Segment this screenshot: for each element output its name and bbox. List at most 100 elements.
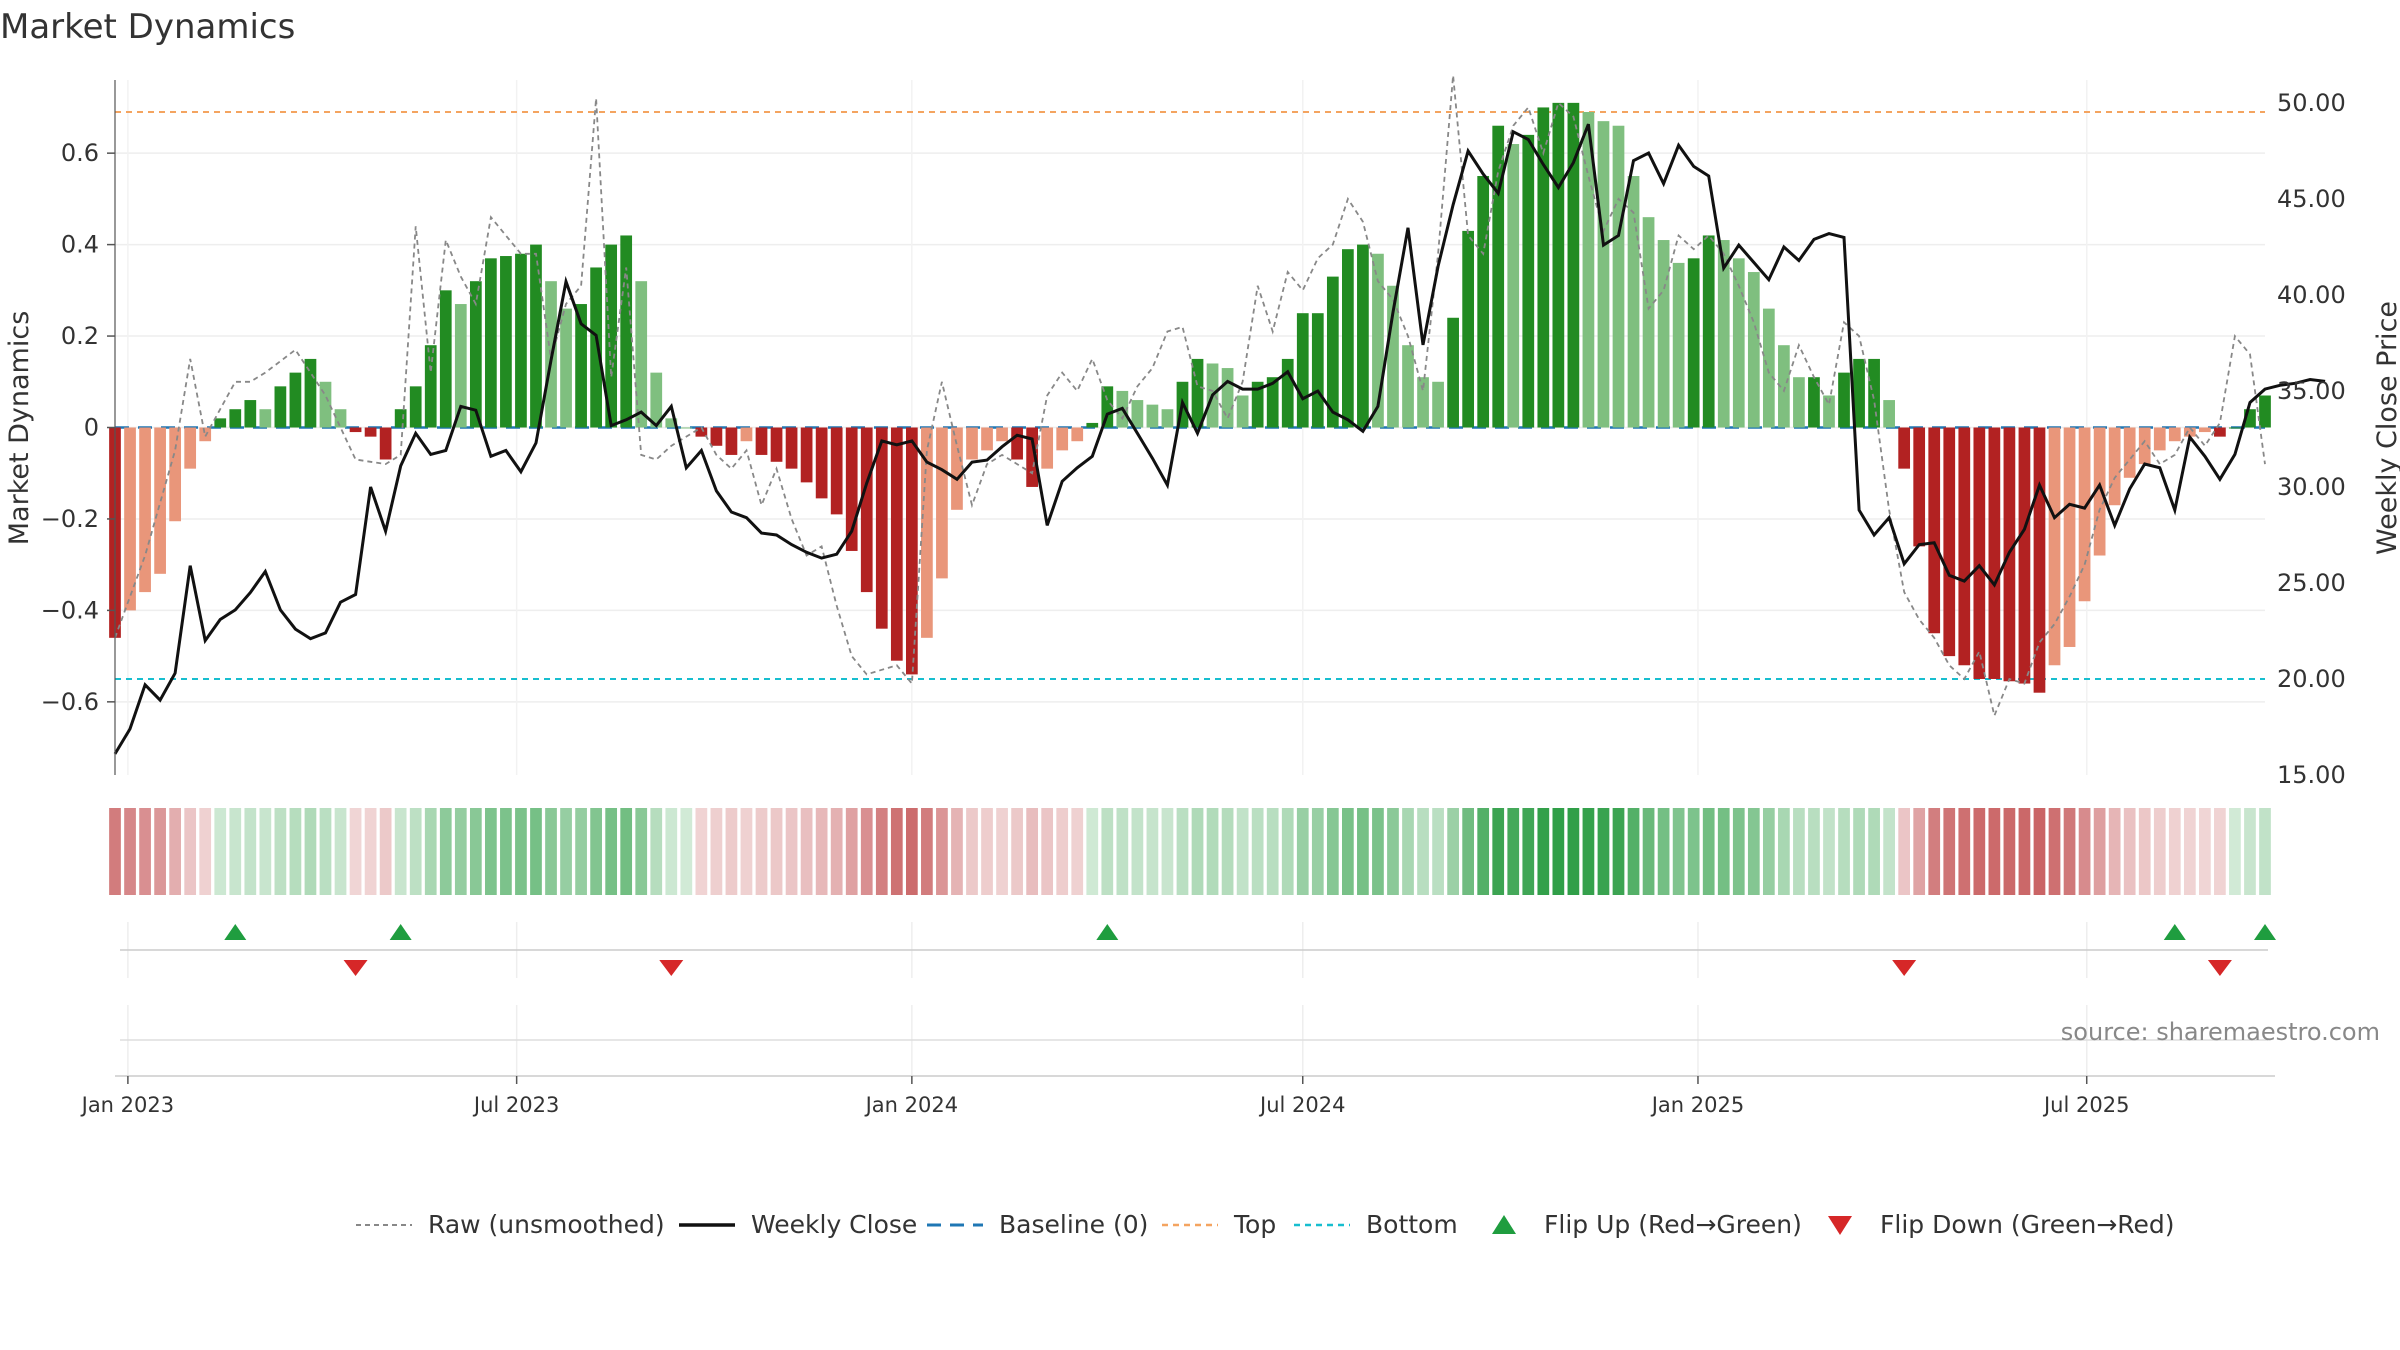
momentum-bar (1537, 107, 1550, 428)
legend-label: Weekly Close (751, 1210, 917, 1239)
momentum-bar (1191, 358, 1204, 428)
heat-cell (1928, 808, 1941, 895)
momentum-bar (966, 427, 978, 460)
heat-cell (530, 808, 542, 895)
momentum-bar (1357, 244, 1369, 428)
heat-cell (1687, 808, 1700, 895)
heat-cell (2138, 808, 2151, 895)
momentum-bar (1296, 313, 1309, 428)
heat-cell (1221, 808, 1234, 895)
momentum-bar (1326, 276, 1339, 428)
heat-cell (1357, 808, 1369, 895)
momentum-bar (575, 304, 587, 428)
momentum-bar (996, 427, 1008, 442)
momentum-bar (1567, 102, 1580, 428)
momentum-bar (1311, 313, 1324, 428)
flip-up-marker (2254, 924, 2276, 940)
heat-cell (319, 808, 332, 895)
legend-label: Baseline (0) (999, 1210, 1148, 1239)
heat-cell (1732, 808, 1745, 895)
momentum-bar (680, 427, 693, 429)
momentum-bar (2063, 427, 2076, 647)
heat-cell (304, 808, 317, 895)
heat-cell (2229, 808, 2241, 895)
heat-cell (364, 808, 377, 895)
heat-cell (1762, 808, 1775, 895)
heat-cell (199, 808, 212, 895)
momentum-bar (2183, 427, 2196, 437)
momentum-bar (755, 427, 768, 455)
momentum-bar (199, 427, 212, 442)
momentum-bar (304, 358, 317, 428)
momentum-bar (1507, 144, 1520, 428)
momentum-bar (1717, 240, 1730, 428)
momentum-bar (1041, 427, 1054, 469)
heat-cell (1627, 808, 1640, 895)
heat-cell (1011, 808, 1023, 895)
momentum-bar (1943, 427, 1956, 657)
heat-cell (1101, 808, 1114, 895)
momentum-bar (169, 427, 182, 522)
heat-cell (424, 808, 437, 895)
heat-cell (1552, 808, 1565, 895)
momentum-bar (1808, 377, 1820, 428)
heat-cell (454, 808, 467, 895)
momentum-bar (469, 281, 482, 428)
momentum-bar (274, 386, 287, 428)
heat-cell (1041, 808, 1054, 895)
heat-cell (1266, 808, 1279, 895)
x-tick-label: Jul 2023 (472, 1093, 559, 1117)
heat-cell (515, 808, 527, 895)
heat-cell (2048, 808, 2061, 895)
momentum-bar (890, 427, 903, 661)
heat-cell (1672, 808, 1685, 895)
heat-cell (1056, 808, 1069, 895)
momentum-bar (1612, 125, 1625, 428)
heat-cell (1387, 808, 1399, 895)
heat-cell (2183, 808, 2196, 895)
heat-cell (785, 808, 798, 895)
axes: 0.6 0.4 0.2 0 −0.2 −0.4 −0.6 50.00 45.00 40.00 35.… (41, 80, 2346, 789)
y-tick-label-right: 45.00 (2277, 185, 2346, 213)
heat-cell (665, 808, 678, 895)
momentum-bar (1221, 368, 1234, 428)
heat-cell (936, 808, 948, 895)
legend-swatch (1828, 1216, 1852, 1235)
heat-cell (334, 808, 347, 895)
momentum-bar (785, 427, 798, 469)
heat-cell (710, 808, 723, 895)
momentum-bar (710, 427, 723, 446)
momentum-bar (1417, 377, 1429, 428)
momentum-bar (349, 427, 362, 433)
momentum-bar (1627, 176, 1640, 428)
momentum-bar (1236, 395, 1249, 428)
heat-cell (1913, 808, 1926, 895)
momentum-bar (334, 409, 347, 428)
heat-cell (184, 808, 197, 895)
heat-cell (2003, 808, 2016, 895)
momentum-bar (2153, 427, 2166, 451)
heat-cell (1206, 808, 1219, 895)
y-tick-label-left: 0 (84, 414, 99, 442)
y-tick-label-left: 0.2 (61, 322, 99, 350)
legend-label: Flip Down (Green→Red) (1880, 1210, 2175, 1239)
momentum-bar (845, 427, 858, 551)
momentum-bar (515, 253, 527, 428)
momentum-bar (590, 267, 602, 428)
heat-cell (1176, 808, 1189, 895)
momentum-bar (1928, 427, 1941, 634)
momentum-bar (951, 427, 963, 510)
flip-up-marker (224, 924, 247, 940)
heat-cell (1642, 808, 1655, 895)
heat-cell (1402, 808, 1414, 895)
heat-cell (139, 808, 151, 895)
momentum-bar (2018, 427, 2031, 684)
momentum-bar (424, 345, 437, 428)
heat-cell (169, 808, 182, 895)
momentum-bar (1462, 230, 1475, 428)
x-tick-label: Jul 2025 (2042, 1093, 2129, 1117)
x-tick-label: Jan 2025 (1650, 1093, 1745, 1117)
heat-cell (620, 808, 633, 895)
heat-cell (890, 808, 903, 895)
